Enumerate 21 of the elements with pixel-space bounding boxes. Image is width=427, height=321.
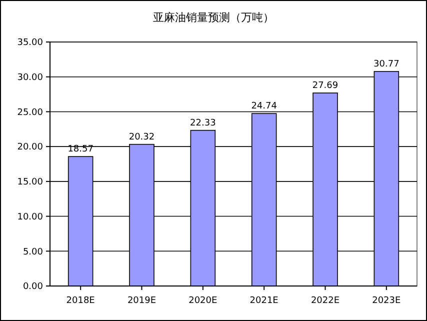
y-tick-label: 30.00 — [17, 73, 44, 84]
data-label: 20.32 — [128, 132, 155, 142]
y-tick-label: 15.00 — [17, 178, 44, 188]
data-label: 30.77 — [374, 59, 400, 70]
x-tick-label: 2020E — [188, 296, 218, 306]
x-tick-label: 2018E — [66, 296, 96, 306]
y-tick-label: 35.00 — [17, 38, 44, 48]
x-tick-label: 2019E — [127, 296, 156, 306]
y-tick-label: 20.00 — [17, 142, 44, 153]
data-label: 24.74 — [251, 102, 278, 112]
x-tick-label: 2022E — [310, 296, 340, 306]
x-tick-label: 2023E — [372, 296, 402, 306]
data-label: 27.69 — [312, 80, 338, 91]
y-tick-label: 25.00 — [17, 108, 44, 118]
x-tick-label: 2021E — [250, 296, 279, 306]
y-tick-label: 10.00 — [17, 212, 44, 222]
chart-title: 亚麻油销量预测（万吨） — [153, 11, 274, 24]
data-label: 22.33 — [190, 118, 216, 128]
y-tick-label: 0.00 — [22, 282, 44, 292]
y-tick-label: 5.00 — [22, 247, 44, 258]
data-label: 18.57 — [68, 144, 94, 155]
